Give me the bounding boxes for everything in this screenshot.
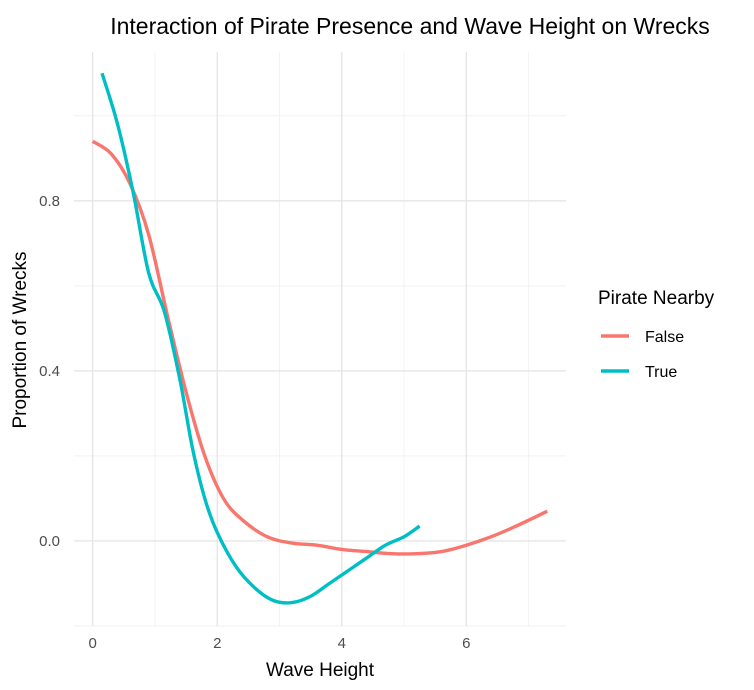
y-tick-label: 0.8 [39,193,60,210]
series-line-false [91,139,549,556]
y-tick-label: 0.0 [39,533,60,550]
tick-label-layer: 0 2 4 6 0.0 0.4 0.8 [39,193,470,652]
x-tick-label: 0 [89,635,97,652]
legend: Pirate Nearby False True [598,288,715,381]
y-axis-title: Proportion of Wrecks [10,251,31,428]
x-tick-label: 4 [338,635,346,652]
legend-label-true: True [645,364,677,381]
chart-title: Interaction of Pirate Presence and Wave … [110,13,710,39]
x-tick-label: 2 [213,635,221,652]
legend-label-false: False [645,329,684,346]
x-axis-title: Wave Height [266,660,375,681]
grid-layer [74,52,566,627]
legend-title: Pirate Nearby [598,288,715,309]
y-tick-label: 0.4 [39,363,60,380]
legend-items: False True [601,329,684,381]
series-layer [91,72,549,605]
x-tick-label: 6 [462,635,470,652]
series-line-true [100,72,421,605]
